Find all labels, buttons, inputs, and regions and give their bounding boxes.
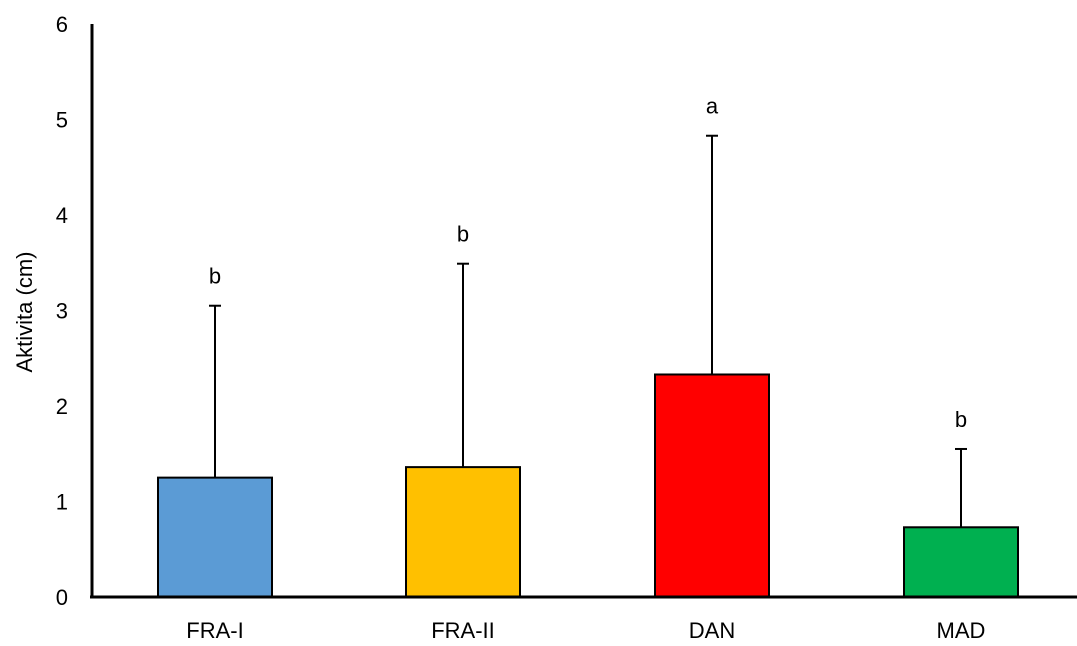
significance-label-fra-i: b [209,264,221,289]
y-tick-label: 5 [56,108,68,133]
bar-fra-i [157,476,273,598]
y-tick-label: 2 [56,394,68,419]
y-tick-labels: 0 1 2 3 4 5 6 [56,12,68,610]
y-tick-label: 1 [56,490,68,515]
x-tick-labels: FRA-I FRA-II DAN MAD [186,618,985,643]
bars-layer [157,373,1019,598]
significance-label-dan: a [706,94,719,119]
x-tick-label-dan: DAN [689,618,735,643]
y-tick-label: 6 [56,12,68,37]
significance-label-mad: b [955,407,967,432]
x-tick-label-fra-ii: FRA-II [431,618,495,643]
significance-label-fra-ii: b [457,222,469,247]
error-bars-layer [209,134,967,528]
y-tick-label: 3 [56,299,68,324]
bar-fra-ii [405,466,521,598]
bar-dan [654,373,770,598]
x-tick-label-mad: MAD [937,618,986,643]
significance-labels-layer: b b a b [209,94,967,432]
bar-mad [903,526,1019,598]
y-tick-label: 4 [56,203,68,228]
x-tick-label-fra-i: FRA-I [186,618,243,643]
y-tick-label: 0 [56,585,68,610]
y-axis-title: Aktivita (cm) [12,252,37,373]
